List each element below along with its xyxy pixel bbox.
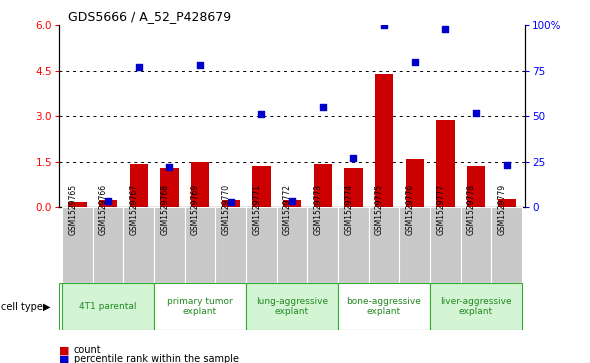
Text: GSM1529767: GSM1529767 (130, 184, 139, 235)
Bar (185, 207, 215, 283)
Text: 4T1 parental: 4T1 parental (79, 302, 137, 311)
Text: lung-aggressive
explant: lung-aggressive explant (256, 297, 328, 317)
Bar (338, 207, 369, 283)
Bar (99, 200, 117, 207)
Text: GSM1529770: GSM1529770 (222, 184, 231, 235)
Text: GSM1529775: GSM1529775 (375, 184, 384, 235)
Bar (154, 283, 246, 330)
Text: GSM1529771: GSM1529771 (253, 184, 261, 235)
Text: GSM1529774: GSM1529774 (345, 184, 353, 235)
Bar (491, 207, 522, 283)
Bar (221, 200, 240, 207)
Bar (68, 202, 87, 207)
Bar (283, 200, 301, 207)
Text: GSM1529768: GSM1529768 (160, 184, 169, 235)
Text: GSM1529777: GSM1529777 (437, 184, 445, 235)
Text: GSM1529766: GSM1529766 (99, 184, 108, 235)
Bar (461, 207, 491, 283)
Text: percentile rank within the sample: percentile rank within the sample (74, 354, 239, 363)
Bar (252, 166, 271, 207)
Bar (130, 164, 148, 207)
Bar (430, 283, 522, 330)
Bar (246, 207, 277, 283)
Point (195, 62, 205, 68)
Bar (399, 207, 430, 283)
Point (103, 199, 113, 204)
Bar (338, 283, 430, 330)
Text: count: count (74, 345, 101, 355)
Text: GSM1529776: GSM1529776 (406, 184, 415, 235)
Bar (215, 207, 246, 283)
Bar (93, 207, 123, 283)
Point (318, 104, 327, 110)
Text: GSM1529779: GSM1529779 (498, 184, 507, 235)
Bar (497, 199, 516, 207)
Bar (313, 164, 332, 207)
Point (287, 198, 297, 204)
Bar (344, 168, 363, 207)
Text: GSM1529773: GSM1529773 (314, 184, 323, 235)
Point (349, 155, 358, 161)
Text: ▶: ▶ (43, 302, 51, 312)
Text: cell type: cell type (1, 302, 42, 312)
Bar (405, 159, 424, 207)
Point (379, 23, 389, 28)
Bar (369, 207, 399, 283)
Bar (246, 283, 338, 330)
Point (471, 110, 481, 115)
Point (410, 59, 419, 65)
Bar (277, 207, 307, 283)
Text: primary tumor
explant: primary tumor explant (167, 297, 233, 317)
Text: GDS5666 / A_52_P428679: GDS5666 / A_52_P428679 (68, 10, 231, 23)
Text: ■: ■ (59, 354, 70, 363)
Bar (191, 163, 209, 207)
Text: bone-aggressive
explant: bone-aggressive explant (346, 297, 421, 317)
Bar (430, 207, 461, 283)
Bar (436, 120, 454, 207)
Text: GSM1529765: GSM1529765 (68, 184, 77, 235)
Text: ■: ■ (59, 345, 70, 355)
Bar (123, 207, 154, 283)
Point (165, 164, 174, 170)
Bar (160, 168, 179, 207)
Bar (467, 166, 485, 207)
Text: GSM1529772: GSM1529772 (283, 184, 292, 235)
Bar (307, 207, 338, 283)
Point (502, 162, 512, 168)
Point (441, 26, 450, 32)
Text: GSM1529778: GSM1529778 (467, 184, 476, 235)
Bar (62, 207, 93, 283)
Text: liver-aggressive
explant: liver-aggressive explant (440, 297, 512, 317)
Bar (154, 207, 185, 283)
Bar (375, 74, 394, 207)
Point (134, 64, 143, 70)
Point (257, 111, 266, 117)
Bar (62, 283, 154, 330)
Point (226, 199, 235, 205)
Text: GSM1529769: GSM1529769 (191, 184, 200, 235)
